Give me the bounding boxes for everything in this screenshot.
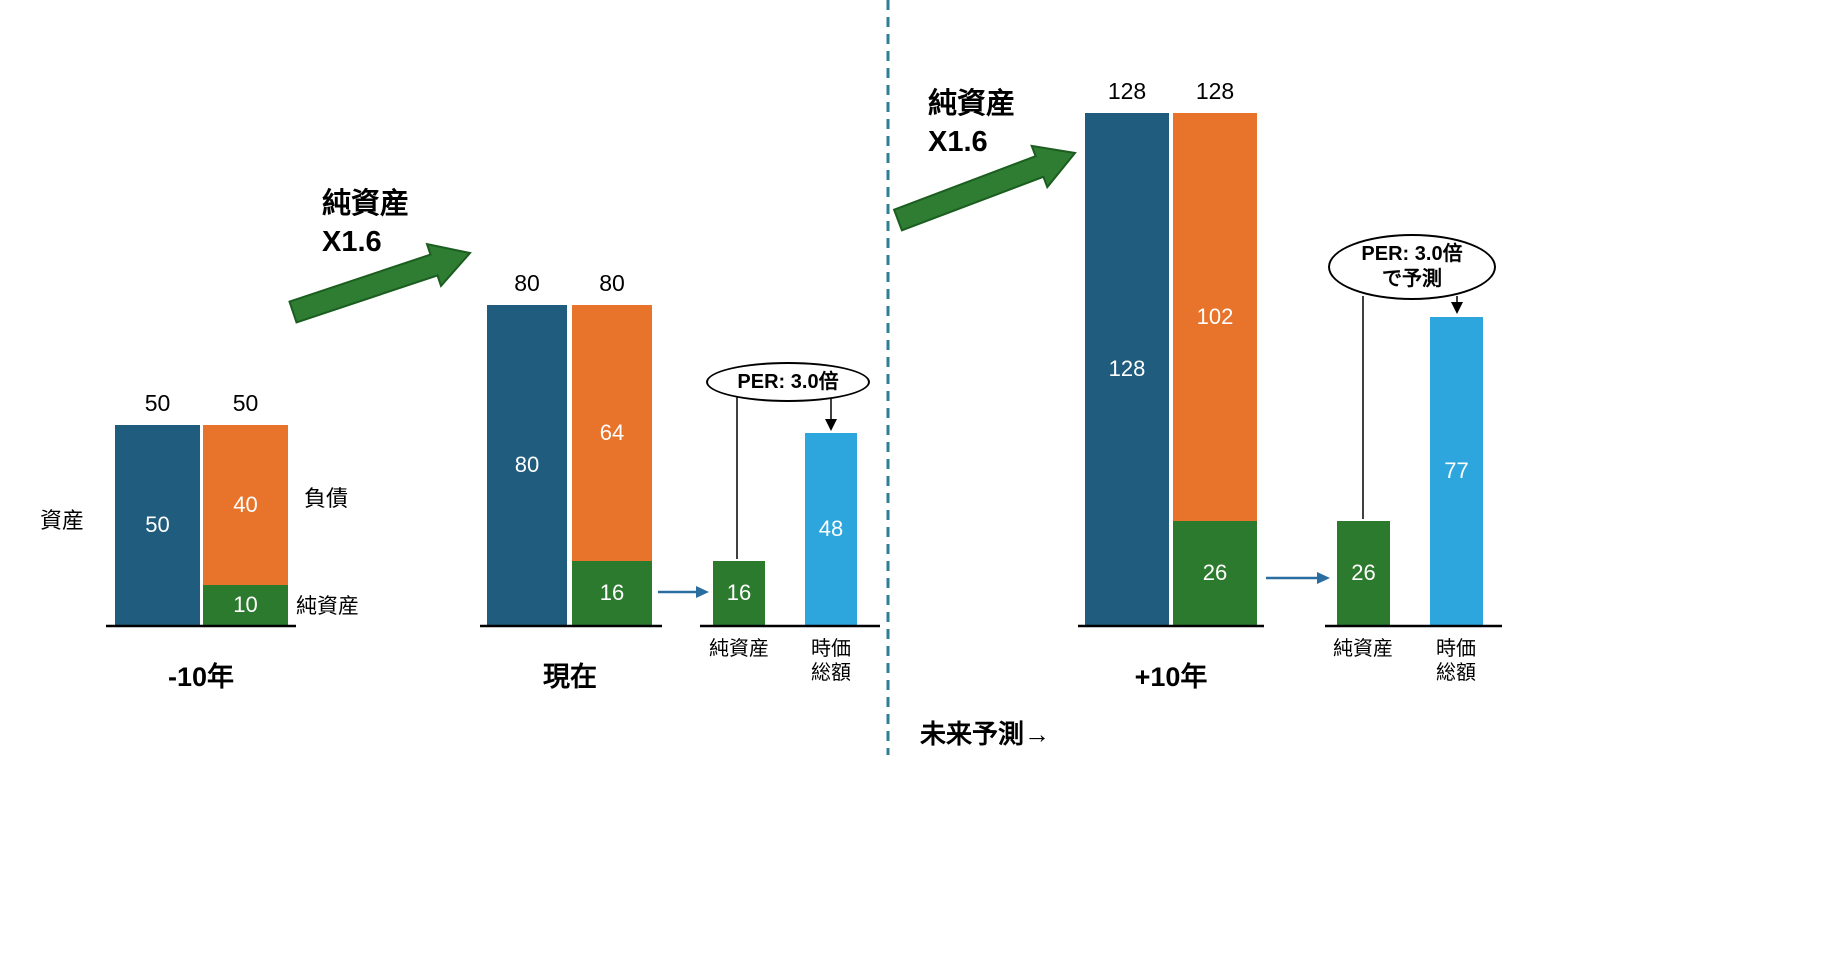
segment-value: 40 bbox=[233, 492, 258, 517]
liabilities-side-label: 負債 bbox=[304, 486, 349, 511]
segment-value: 50 bbox=[145, 512, 170, 537]
growth-annotation-line: X1.6 bbox=[928, 125, 988, 158]
liabilities-stack-minus10: 50 40 10 bbox=[203, 390, 288, 625]
assets-segment: 128 bbox=[1085, 113, 1169, 625]
growth-annotation-line: X1.6 bbox=[322, 225, 382, 258]
bar-total-label: 128 bbox=[1107, 78, 1147, 104]
segment-value: 102 bbox=[1196, 304, 1234, 329]
assets-side-label: 資産 bbox=[40, 508, 85, 533]
per-arrow-to-marketcap-plus10 bbox=[1451, 296, 1463, 314]
market-cap-bar-plus10: 77 bbox=[1430, 317, 1483, 625]
bar-total-label: 80 bbox=[514, 270, 540, 296]
liabilities-stack-plus10: 128 102 26 bbox=[1173, 78, 1257, 625]
net-assets-segment: 10 bbox=[203, 585, 288, 625]
assets-bar-plus10: 128 128 bbox=[1085, 78, 1169, 625]
bar-total-label: 50 bbox=[232, 390, 259, 416]
market-cap-axis-label-line: 時価 bbox=[811, 638, 851, 660]
net-assets-segment: 26 bbox=[1173, 521, 1257, 625]
net-assets-side-label: 純資産 bbox=[296, 595, 359, 618]
segment-value: 77 bbox=[1444, 458, 1469, 483]
future-note: 未来予測→ bbox=[920, 719, 1051, 749]
segment-value: 16 bbox=[599, 580, 625, 605]
period-label-plus10: +10年 bbox=[1134, 662, 1208, 692]
market-cap-bar-current: 48 bbox=[805, 433, 857, 625]
assets-segment: 50 bbox=[115, 425, 200, 625]
market-cap-axis-label-plus10: 時価 総額 bbox=[1406, 637, 1506, 685]
market-cap-axis-label-line: 時価 bbox=[1436, 638, 1476, 660]
segment-value: 64 bbox=[599, 420, 625, 445]
net-assets-segment: 26 bbox=[1337, 521, 1390, 625]
per-annotation-text: PER: 3.0倍 bbox=[737, 370, 839, 393]
liabilities-stack-current: 80 64 16 bbox=[572, 270, 652, 625]
market-cap-segment: 77 bbox=[1430, 317, 1483, 625]
net-assets-axis-label-current: 純資産 bbox=[709, 638, 769, 660]
net-assets-axis-label-plus10: 純資産 bbox=[1333, 638, 1393, 660]
assets-bar-minus10: 50 50 bbox=[115, 390, 200, 625]
assets-segment: 80 bbox=[487, 305, 567, 625]
market-cap-axis-label-current: 時価 総額 bbox=[781, 637, 881, 685]
bar-total-label: 80 bbox=[599, 270, 625, 296]
liabilities-segment: 102 bbox=[1173, 113, 1257, 521]
market-cap-axis-label-line: 総額 bbox=[1436, 662, 1476, 684]
segment-value: 16 bbox=[726, 580, 752, 605]
period-label-minus10: -10年 bbox=[167, 662, 235, 692]
bar-total-label: 128 bbox=[1195, 78, 1235, 104]
net-assets-segment: 16 bbox=[572, 561, 652, 625]
period-label-current: 現在 bbox=[543, 662, 597, 692]
per-annotation-text: で予測 bbox=[1382, 268, 1442, 290]
market-cap-axis-label-line: 総額 bbox=[811, 662, 851, 684]
market-cap-segment: 48 bbox=[805, 433, 857, 625]
bar-total-label: 50 bbox=[144, 390, 171, 416]
liabilities-segment: 40 bbox=[203, 425, 288, 585]
segment-value: 10 bbox=[233, 592, 258, 617]
assets-bar-current: 80 80 bbox=[487, 270, 567, 625]
growth-annotation-1: 純資産 X1.6 bbox=[322, 186, 409, 261]
net-assets-segment: 16 bbox=[713, 561, 765, 625]
segment-value: 128 bbox=[1108, 356, 1146, 381]
growth-annotation-2: 純資産 X1.6 bbox=[928, 86, 1015, 161]
growth-annotation-line: 純資産 bbox=[322, 188, 410, 220]
net-assets-mini-bar-current: 16 bbox=[713, 561, 765, 625]
per-annotation-current: PER: 3.0倍 bbox=[706, 362, 870, 402]
connector-arrow-plus10 bbox=[1266, 572, 1330, 584]
per-annotation-text: PER: 3.0倍 bbox=[1361, 243, 1463, 265]
segment-value: 26 bbox=[1202, 560, 1228, 585]
growth-annotation-line: 純資産 bbox=[928, 88, 1016, 120]
segment-value: 26 bbox=[1351, 560, 1376, 585]
segment-value: 80 bbox=[514, 452, 540, 477]
net-assets-mini-bar-plus10: 26 bbox=[1337, 521, 1390, 625]
segment-value: 48 bbox=[818, 516, 844, 541]
per-arrow-to-marketcap-current bbox=[825, 397, 837, 431]
connector-arrow-current bbox=[658, 586, 709, 598]
per-annotation-plus10: PER: 3.0倍 で予測 bbox=[1328, 234, 1496, 300]
liabilities-segment: 64 bbox=[572, 305, 652, 561]
